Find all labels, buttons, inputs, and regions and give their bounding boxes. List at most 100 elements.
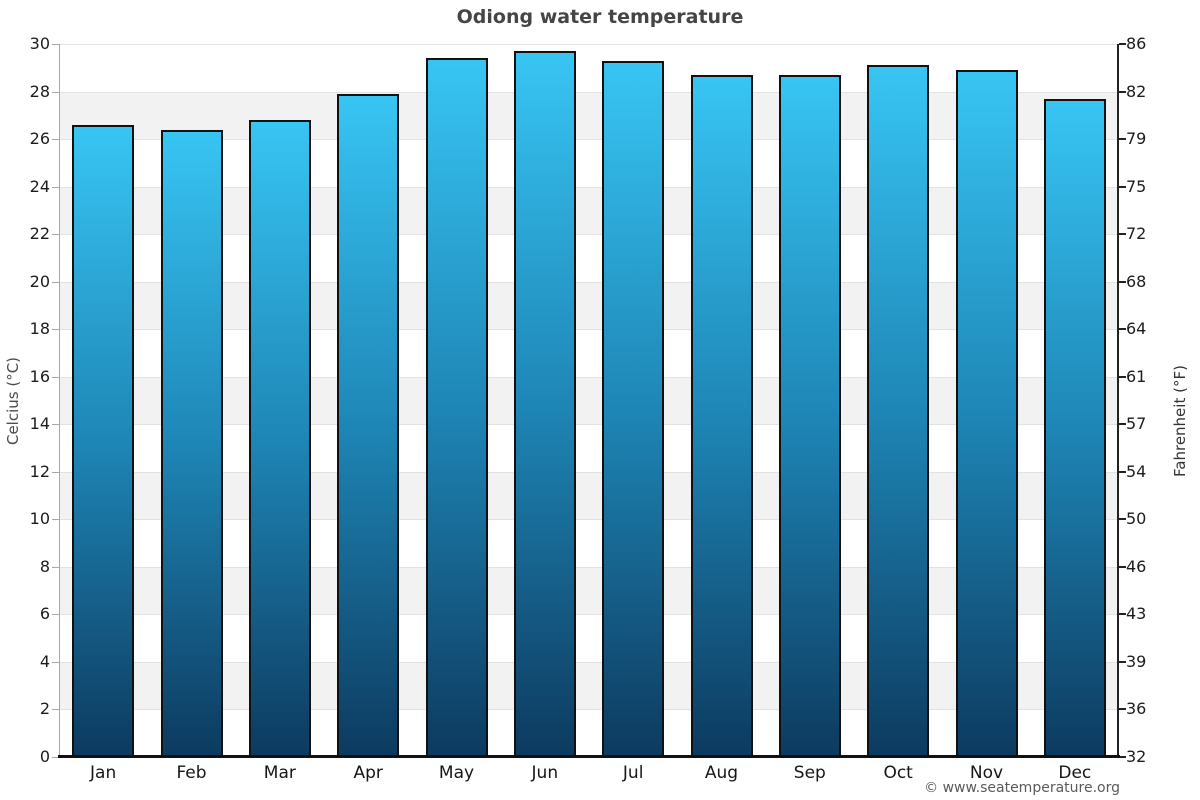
fahrenheit-tick-label: 75 [1126, 176, 1147, 196]
month-label-may: May [438, 763, 475, 783]
celsius-tick-label: 20 [29, 271, 50, 291]
gridline [59, 44, 1119, 45]
celsius-tick-mark [52, 44, 59, 45]
plot-band [59, 614, 1119, 662]
bar-mar [248, 120, 311, 757]
fahrenheit-axis-line [1117, 44, 1119, 757]
gridline [59, 91, 1119, 93]
fahrenheit-tick-mark [1119, 470, 1126, 473]
celsius-tick-label: 22 [29, 224, 50, 244]
gridline [59, 234, 1119, 236]
plot-band [59, 376, 1119, 425]
fahrenheit-tick-label: 64 [1126, 319, 1147, 339]
celsius-tick-mark [52, 91, 59, 93]
plot-band [59, 186, 1119, 235]
celsius-tick-label: 14 [29, 414, 50, 434]
plot-band [59, 661, 1119, 710]
celsius-tick-mark [52, 186, 59, 188]
bar-nov [955, 70, 1018, 757]
celsius-tick-mark [52, 757, 59, 758]
gridline [59, 281, 1119, 283]
fahrenheit-tick-mark [1119, 518, 1126, 521]
month-label-apr: Apr [353, 763, 383, 783]
plot-band [59, 519, 1119, 567]
celsius-axis-line [59, 44, 60, 757]
month-label-jan: Jan [90, 763, 117, 783]
x-axis-line [58, 755, 1120, 758]
gridline [59, 329, 1119, 331]
celsius-tick-mark [52, 519, 59, 521]
fahrenheit-tick-mark [1119, 756, 1126, 758]
gridline [59, 519, 1119, 521]
gridline [59, 139, 1119, 141]
month-label-feb: Feb [176, 763, 207, 783]
bar-oct [867, 65, 930, 757]
bar-may [425, 58, 488, 757]
celsius-tick-label: 0 [39, 747, 50, 766]
plot-area [52, 43, 1126, 758]
copyright-text: © www.seatemperature.org [924, 780, 1120, 796]
fahrenheit-tick-mark [1119, 138, 1126, 141]
celsius-tick-label: 4 [39, 651, 50, 671]
plot-band [59, 44, 1119, 92]
fahrenheit-tick-mark [1119, 423, 1126, 426]
plot-band [59, 709, 1119, 757]
month-label-jun: Jun [531, 763, 559, 783]
fahrenheit-tick-mark [1119, 660, 1126, 663]
fahrenheit-tick-mark [1119, 233, 1126, 236]
fahrenheit-tick-mark [1119, 90, 1126, 93]
celsius-tick-mark [52, 566, 59, 568]
celsius-axis-title: Celcius (°C) [4, 356, 22, 446]
celsius-tick-label: 24 [29, 176, 50, 196]
fahrenheit-tick-mark [1119, 613, 1126, 616]
celsius-tick-mark [52, 376, 59, 378]
gridline [59, 566, 1119, 568]
fahrenheit-tick-mark [1119, 375, 1126, 378]
celsius-tick-mark [52, 234, 59, 236]
fahrenheit-tick-label: 39 [1126, 651, 1147, 671]
fahrenheit-tick-label: 79 [1126, 129, 1147, 149]
fahrenheit-tick-label: 46 [1126, 556, 1147, 576]
month-label-aug: Aug [704, 763, 739, 783]
fahrenheit-tick-label: 43 [1126, 604, 1147, 624]
celsius-tick-mark [52, 424, 59, 426]
celsius-tick-label: 2 [39, 699, 50, 719]
plot-band [59, 139, 1119, 187]
month-label-oct: Oct [883, 763, 913, 783]
plot-band [59, 91, 1119, 140]
plot-band [59, 471, 1119, 520]
fahrenheit-tick-mark [1119, 565, 1126, 568]
gridline [59, 709, 1119, 711]
fahrenheit-tick-label: 32 [1126, 747, 1147, 766]
fahrenheit-tick-mark [1119, 328, 1126, 331]
celsius-tick-label: 18 [29, 319, 50, 339]
month-label-mar: Mar [263, 763, 296, 783]
bar-jan [72, 124, 135, 757]
plot-band [59, 566, 1119, 615]
celsius-tick-label: 12 [29, 461, 50, 481]
celsius-tick-label: 16 [29, 366, 50, 386]
gridline [59, 471, 1119, 473]
fahrenheit-tick-label: 54 [1126, 461, 1147, 481]
fahrenheit-tick-label: 36 [1126, 699, 1147, 719]
celsius-tick-mark [52, 709, 59, 711]
fahrenheit-tick-label: 86 [1126, 34, 1147, 53]
celsius-tick-label: 10 [29, 509, 50, 529]
chart-title: Odiong water temperature [456, 6, 744, 28]
bar-feb [160, 129, 223, 757]
month-label-nov: Nov [969, 763, 1004, 783]
celsius-tick-label: 8 [39, 556, 50, 576]
celsius-tick-mark [52, 139, 59, 141]
plot-band [59, 234, 1119, 282]
fahrenheit-tick-label: 61 [1126, 366, 1147, 386]
celsius-tick-mark [52, 471, 59, 473]
gridline [59, 186, 1119, 188]
gridline [59, 614, 1119, 616]
plot-band [59, 329, 1119, 377]
fahrenheit-tick-mark [1119, 280, 1126, 283]
month-label-dec: Dec [1058, 763, 1092, 783]
fahrenheit-tick-label: 82 [1126, 81, 1147, 101]
celsius-tick-mark [52, 281, 59, 283]
fahrenheit-tick-label: 68 [1126, 271, 1147, 291]
